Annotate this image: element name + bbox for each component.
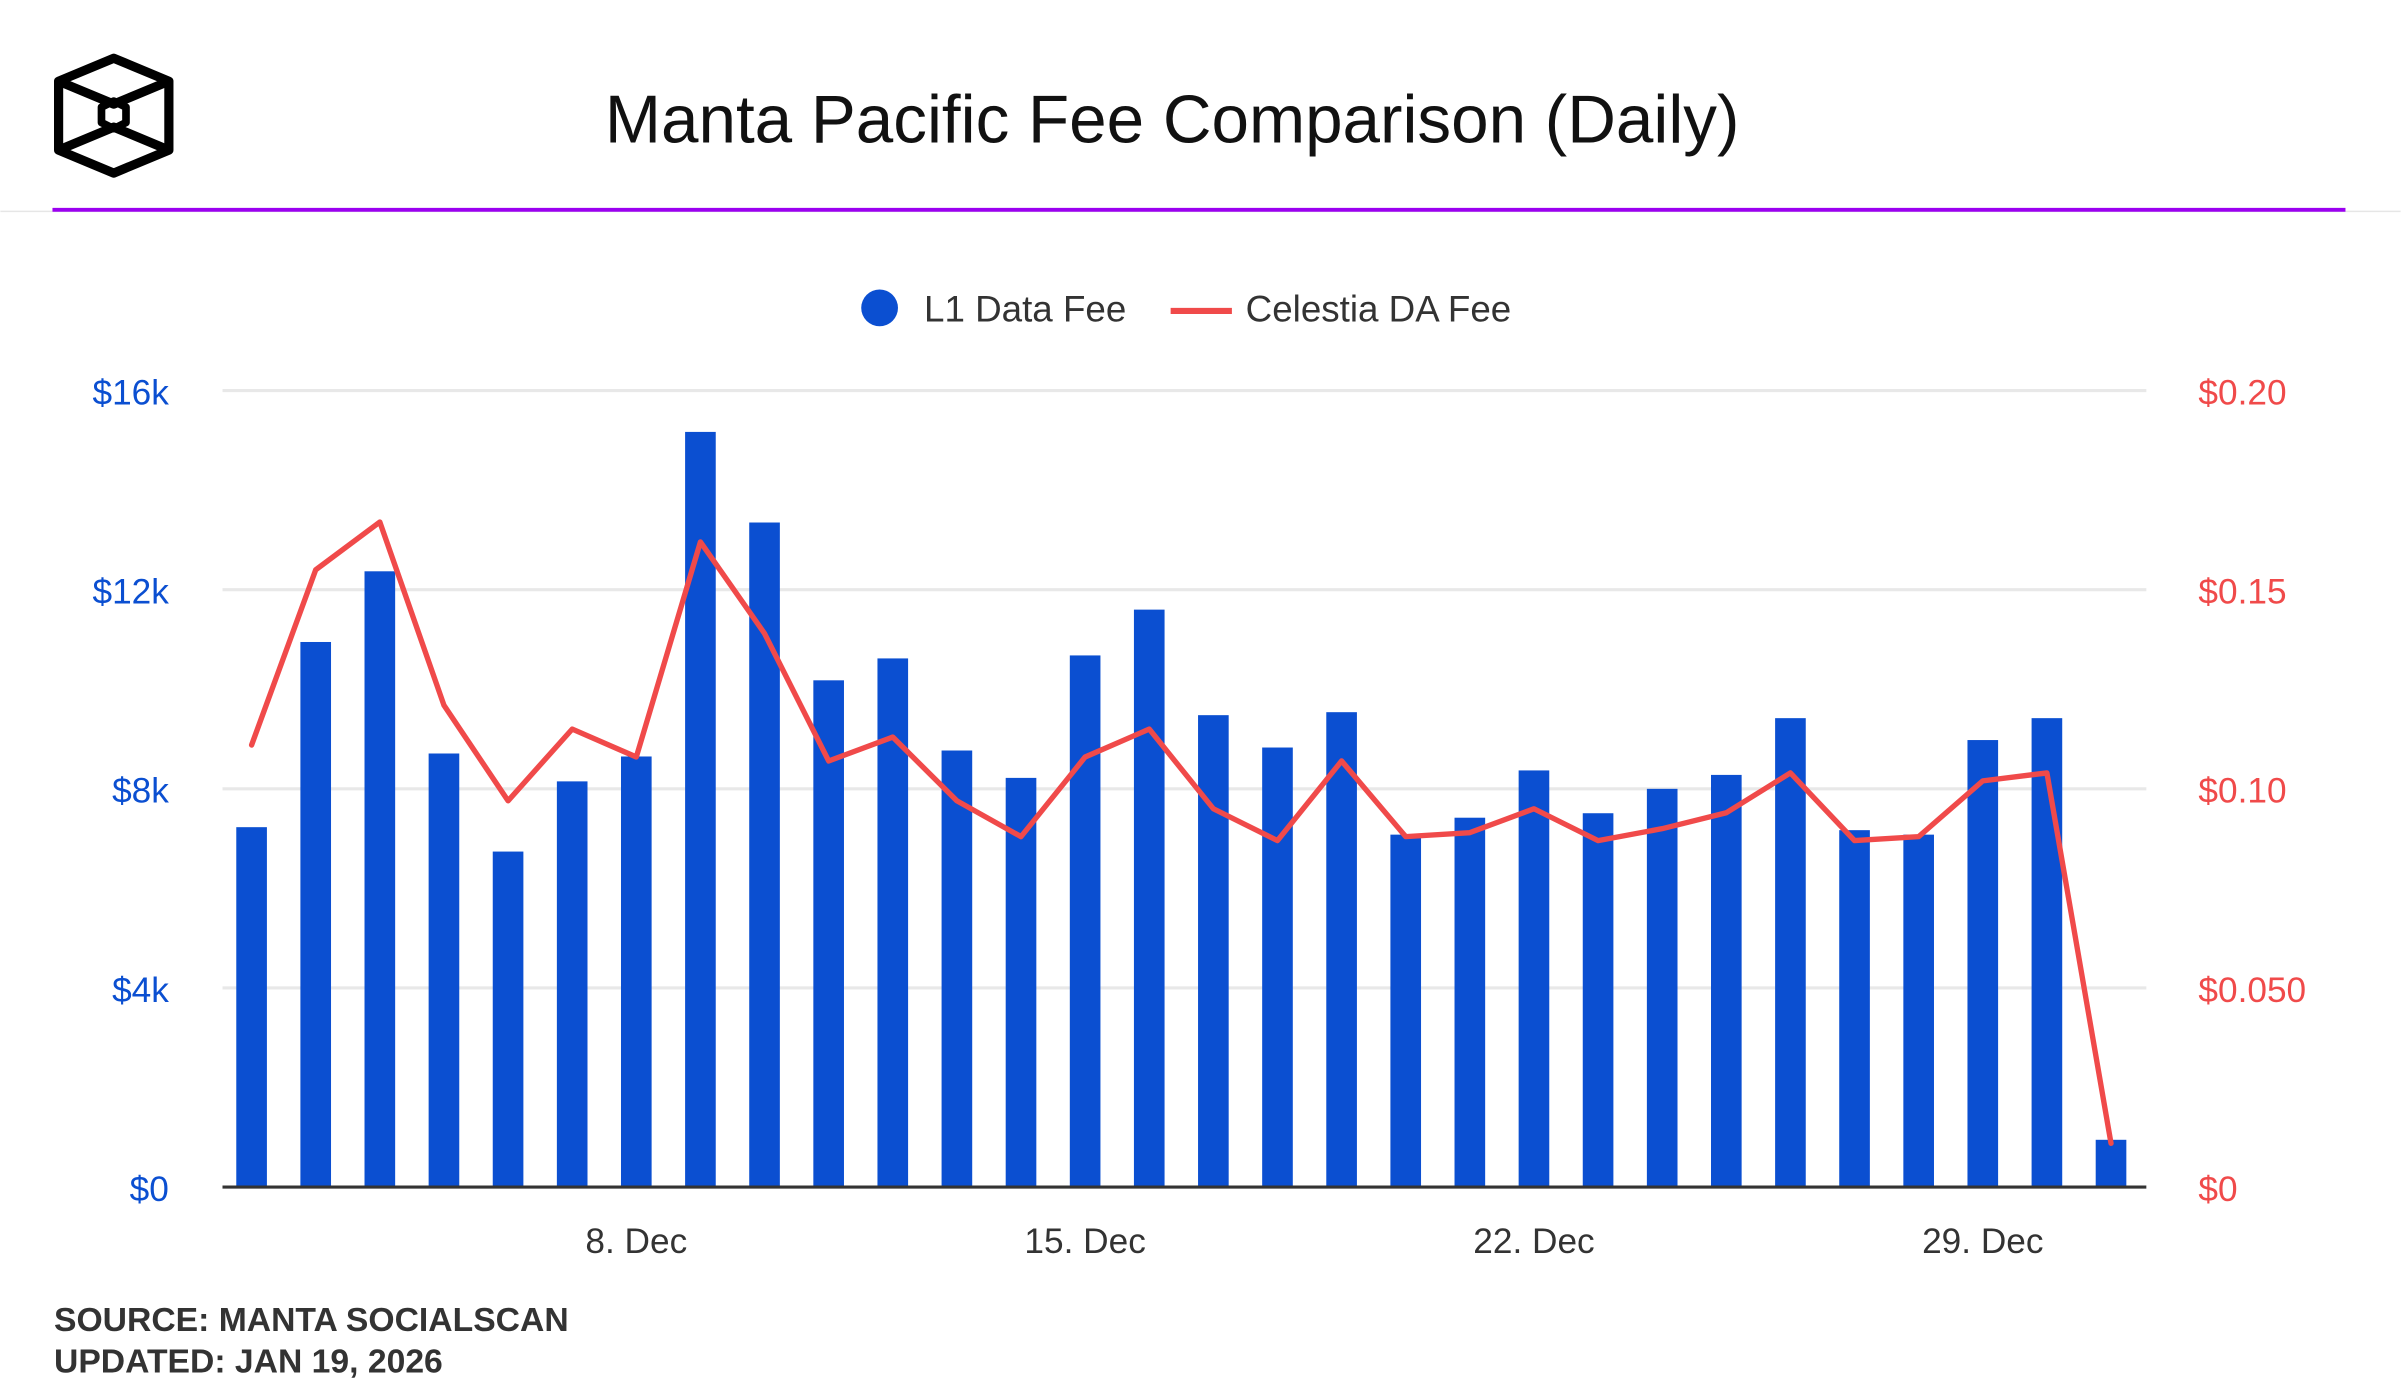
bar xyxy=(556,781,588,1188)
bar xyxy=(1903,834,1934,1188)
page-title: Manta Pacific Fee Comparison (Daily) xyxy=(605,82,1740,157)
left-axis-tick-label: $8k xyxy=(112,772,169,811)
x-axis-tick-label: 15. Dec xyxy=(1024,1222,1145,1261)
left-axis-tick-label: $4k xyxy=(112,971,169,1010)
line-series xyxy=(248,519,2114,1146)
bar xyxy=(492,851,524,1188)
right-axis-tick-label: $0.15 xyxy=(2198,573,2286,612)
bar xyxy=(1646,788,1678,1188)
legend-marker-circle-icon xyxy=(861,289,898,327)
x-axis-tick-label: 8. Dec xyxy=(585,1222,687,1261)
bar xyxy=(1582,813,1614,1188)
bar xyxy=(2031,718,2063,1188)
bar xyxy=(236,827,267,1188)
celestia-da-fee-line xyxy=(248,519,2114,1146)
legend-label: L1 Data Fee xyxy=(924,289,1126,330)
legend-item-celestia-da-fee[interactable]: Celestia DA Fee xyxy=(1170,289,1512,330)
bar xyxy=(364,571,396,1188)
bar xyxy=(1710,774,1742,1188)
bar xyxy=(1967,740,1999,1188)
bar xyxy=(1005,777,1037,1188)
x-axis-tick-label: 22. Dec xyxy=(1473,1222,1594,1261)
right-axis-tick-label: $0.10 xyxy=(2198,772,2286,811)
left-axis-tick-label: $0 xyxy=(130,1170,169,1209)
logo-icon xyxy=(54,53,174,178)
bar xyxy=(1839,830,1870,1188)
right-axis-tick-label: $0 xyxy=(2198,1170,2237,1209)
legend-item-l1-data-fee[interactable]: L1 Data Fee xyxy=(861,289,1126,330)
left-axis-tick-label: $16k xyxy=(93,373,170,412)
bar xyxy=(620,756,652,1188)
bar xyxy=(1454,817,1486,1188)
legend: L1 Data Fee Celestia DA Fee xyxy=(861,289,1511,330)
axis-ticks: $0 $4k $8k $12k $16k $0 $0.050 $0.10 $0.15 $0.20 8… xyxy=(93,373,2307,1261)
right-axis-tick-label: $0.050 xyxy=(2198,971,2306,1010)
right-axis-tick-label: $0.20 xyxy=(2198,373,2286,412)
bar xyxy=(1518,770,1550,1188)
bar xyxy=(1069,655,1101,1188)
bar xyxy=(1390,834,1422,1188)
bar xyxy=(2095,1139,2127,1188)
source-note: SOURCE: MANTA SOCIALSCAN xyxy=(54,1302,569,1339)
bar xyxy=(1198,715,1229,1188)
bar xyxy=(300,641,332,1188)
left-axis-tick-label: $12k xyxy=(93,573,170,612)
bar xyxy=(1133,609,1165,1188)
bar xyxy=(1775,718,1806,1188)
bar xyxy=(1262,747,1293,1188)
gridlines xyxy=(222,389,2147,990)
legend-label: Celestia DA Fee xyxy=(1246,289,1512,330)
bar xyxy=(813,680,844,1188)
bar xyxy=(428,753,460,1188)
bar xyxy=(941,750,973,1188)
bar xyxy=(1326,712,1357,1188)
x-axis-tick-label: 29. Dec xyxy=(1922,1222,2043,1261)
updated-note: UPDATED: JAN 19, 2026 xyxy=(54,1343,443,1380)
bar-series xyxy=(236,431,2127,1188)
